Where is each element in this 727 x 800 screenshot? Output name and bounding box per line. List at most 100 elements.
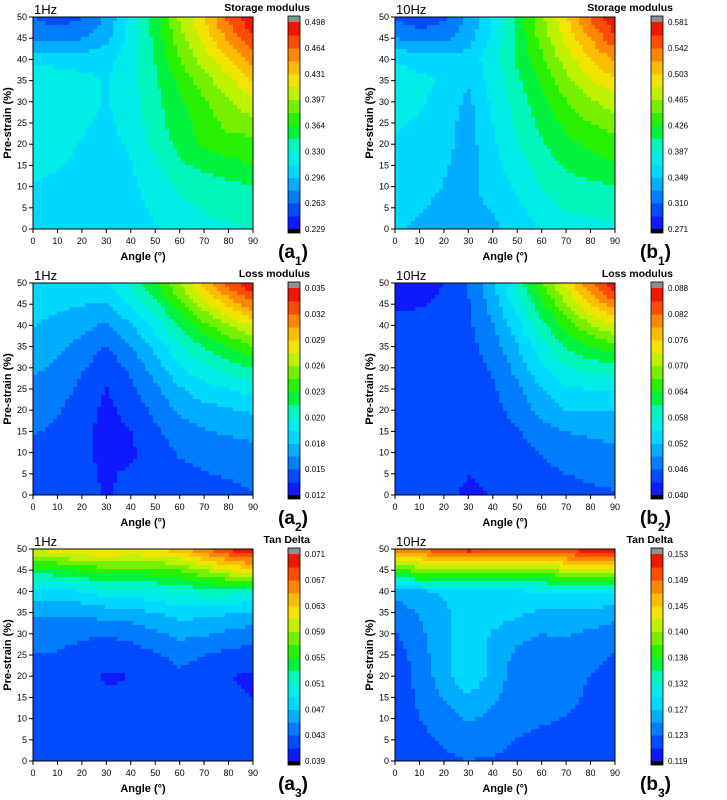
colorbar-tick-label: 0.052 — [668, 439, 689, 448]
y-tick-label: 30 — [379, 363, 389, 373]
x-tick-label: 40 — [488, 236, 498, 246]
colorbar-tick-label: 0.064 — [668, 388, 689, 397]
colorbar-under — [651, 229, 663, 233]
y-tick-label: 0 — [384, 490, 389, 500]
x-tick-label: 60 — [175, 502, 185, 512]
colorbar-tick-label: 0.040 — [668, 491, 689, 500]
colorbar-tick-label: 0.464 — [305, 44, 326, 53]
colorbar-tick-label: 0.310 — [668, 199, 689, 208]
y-tick-label: 35 — [17, 342, 27, 352]
x-tick-label: 50 — [150, 768, 160, 778]
colorbar-tick-label: 0.503 — [668, 70, 689, 79]
x-tick-label: 0 — [392, 502, 397, 512]
y-tick-label: 10 — [379, 448, 389, 458]
y-tick-label: 40 — [379, 320, 389, 330]
colorbar-over — [288, 16, 300, 22]
x-tick-label: 30 — [463, 768, 473, 778]
y-tick-label: 50 — [17, 278, 27, 288]
x-tick-label: 80 — [586, 502, 596, 512]
colorbar-tick-label: 0.263 — [305, 199, 326, 208]
y-tick-label: 25 — [17, 384, 27, 394]
colorbar-tick-label: 0.431 — [305, 70, 326, 79]
y-tick-label: 30 — [17, 629, 27, 639]
y-tick-label: 45 — [379, 33, 389, 43]
colorbar-tick-label: 0.498 — [305, 18, 326, 27]
colorbar — [288, 548, 300, 765]
x-tick-label: 10 — [414, 502, 424, 512]
x-tick-label: 0 — [392, 236, 397, 246]
x-tick-label: 60 — [537, 768, 547, 778]
x-tick-label: 60 — [175, 236, 185, 246]
colorbar-tick-label: 0.067 — [305, 576, 326, 585]
colorbar-frame — [287, 547, 301, 766]
colorbar-over — [288, 282, 300, 288]
colorbar-tick-label: 0.426 — [668, 122, 689, 131]
frequency-label: 10Hz — [396, 534, 426, 549]
x-tick-label: 70 — [561, 236, 571, 246]
y-tick-label: 20 — [379, 405, 389, 415]
y-tick-label: 0 — [384, 224, 389, 234]
y-tick-label: 30 — [17, 97, 27, 107]
frequency-label: 1Hz — [34, 268, 57, 283]
y-tick-label: 35 — [379, 76, 389, 86]
y-axis-label: Pre-strain (%) — [2, 353, 14, 425]
panel-label: (b1) — [640, 242, 671, 268]
y-axis-label: Pre-strain (%) — [364, 619, 376, 691]
colorbar-tick-label: 0.296 — [305, 173, 326, 182]
contour-field — [395, 283, 616, 496]
colorbar-frame — [650, 547, 664, 766]
colorbar-tick-label: 0.046 — [668, 465, 689, 474]
y-tick-label: 40 — [17, 586, 27, 596]
x-tick-label: 90 — [248, 236, 258, 246]
y-tick-label: 15 — [17, 692, 27, 702]
x-tick-label: 80 — [586, 768, 596, 778]
colorbar — [651, 548, 663, 765]
panel-b3: 0 10 20 30 40 50 60 70 80 90 0 5 10 15 20 25 30 35 40 45 50 A… — [364, 534, 689, 800]
colorbar-tick-label: 0.136 — [668, 654, 689, 663]
colorbar-tick-label: 0.051 — [305, 679, 326, 688]
frequency-label: 10Hz — [396, 268, 426, 283]
colorbar-tick-label: 0.465 — [668, 96, 689, 105]
x-tick-label: 50 — [150, 502, 160, 512]
contour-field — [33, 549, 254, 762]
y-axis-label: Pre-strain (%) — [364, 353, 376, 425]
colorbar — [651, 282, 663, 499]
colorbar-tick-label: 0.387 — [668, 147, 689, 156]
x-tick-label: 90 — [610, 768, 620, 778]
x-tick-label: 60 — [537, 502, 547, 512]
colorbar-tick-label: 0.020 — [305, 413, 326, 422]
x-tick-label: 70 — [561, 768, 571, 778]
colorbar-tick-label: 0.123 — [668, 731, 689, 740]
x-tick-label: 30 — [463, 236, 473, 246]
y-tick-label: 15 — [379, 426, 389, 436]
colorbar-frame — [287, 15, 301, 234]
y-tick-label: 35 — [17, 76, 27, 86]
colorbar-tick-label: 0.063 — [305, 602, 326, 611]
x-tick-label: 80 — [224, 236, 234, 246]
colorbar-tick-label: 0.397 — [305, 96, 326, 105]
x-tick-label: 50 — [150, 236, 160, 246]
y-tick-label: 5 — [384, 735, 389, 745]
panel-label: (b3) — [640, 774, 671, 800]
frequency-label: 1Hz — [34, 534, 57, 549]
x-axis-label: Angle (°) — [120, 251, 166, 263]
colorbar-tick-label: 0.132 — [668, 679, 689, 688]
colorbar-tick-label: 0.076 — [668, 336, 689, 345]
colorbar-tick-label: 0.032 — [305, 310, 326, 319]
panel-title: Loss modulus — [602, 268, 673, 280]
colorbar-frame — [650, 15, 664, 234]
colorbar-tick-label: 0.039 — [305, 757, 326, 766]
y-tick-label: 0 — [22, 756, 27, 766]
panel-b2: 0 10 20 30 40 50 60 70 80 90 0 5 10 15 20 25 30 35 40 45 50 A… — [364, 268, 689, 534]
x-axis-label: Angle (°) — [482, 783, 528, 795]
x-tick-label: 80 — [586, 236, 596, 246]
colorbar-tick-label: 0.035 — [305, 284, 326, 293]
colorbar-tick-label: 0.018 — [305, 439, 326, 448]
panel-title: Tan Delta — [627, 534, 674, 546]
colorbar-tick-label: 0.349 — [668, 173, 689, 182]
y-tick-label: 35 — [17, 608, 27, 618]
y-tick-label: 50 — [379, 544, 389, 554]
y-tick-label: 40 — [17, 54, 27, 64]
colorbar-tick-label: 0.581 — [668, 18, 689, 27]
y-tick-label: 40 — [379, 54, 389, 64]
